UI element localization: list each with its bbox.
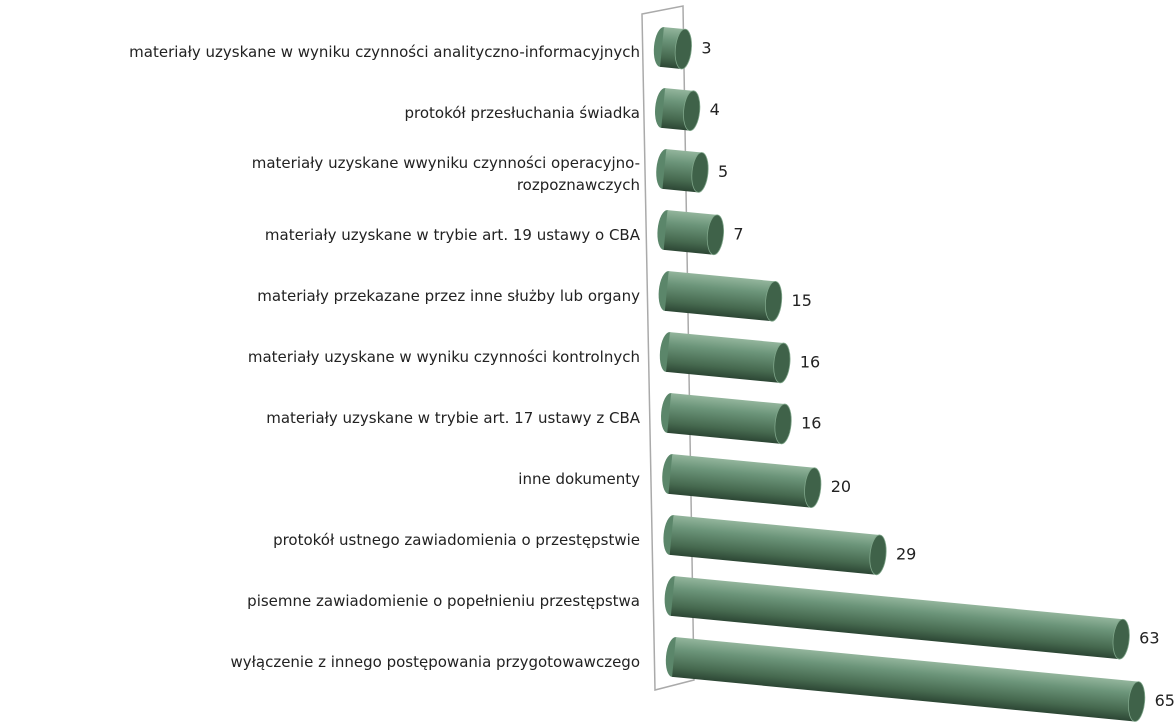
bar-end-cap: [1128, 681, 1146, 722]
category-label: wyłączenie z innego postępowania przygot…: [230, 653, 640, 671]
bar-group: [653, 27, 692, 70]
bar-end-cap: [869, 534, 887, 576]
bar-end-cap: [764, 280, 783, 322]
category-label: materiały uzyskane w wyniku czynności ko…: [247, 348, 640, 366]
bar-end-cap: [683, 90, 701, 132]
category-label: materiały uzyskane w trybie art. 17 usta…: [266, 409, 640, 427]
bar-end-cap: [706, 214, 725, 256]
bar: [668, 454, 815, 508]
wall: [641, 5, 695, 691]
bar: [666, 332, 784, 383]
bar: [670, 576, 1124, 660]
bar-group: [659, 332, 791, 384]
value-label: 15: [792, 291, 812, 310]
bar: [669, 515, 880, 575]
bar-end-cap: [773, 342, 791, 384]
bar-end-cap: [774, 403, 792, 445]
value-label: 16: [801, 413, 821, 432]
value-label: 4: [710, 100, 720, 119]
bar-group: [656, 149, 709, 193]
category-label: materiały uzyskane w wyniku czynności an…: [129, 43, 640, 61]
value-label: 7: [733, 224, 743, 243]
category-label: materiały przekazane przez inne służby l…: [257, 287, 640, 305]
category-label: materiały uzyskane w trybie art. 19 usta…: [264, 226, 640, 244]
value-label: 16: [800, 352, 820, 371]
bar-end-cap: [1112, 618, 1130, 660]
bar: [663, 210, 718, 255]
value-label: 3: [701, 39, 711, 58]
value-label: 65: [1155, 691, 1174, 710]
value-label: 20: [831, 477, 851, 496]
category-label: protokół przesłuchania świadka: [404, 104, 641, 122]
bar: [667, 393, 785, 444]
bar-group: [658, 271, 783, 322]
bar-group: [657, 210, 725, 256]
bar-group: [663, 515, 887, 576]
bar-end-cap: [804, 467, 822, 509]
category-label: materiały uzyskane wwyniku czynności ope…: [251, 154, 640, 194]
value-label: 5: [718, 162, 728, 181]
bar: [664, 271, 776, 322]
category-label: protokół ustnego zawiadomienia o przestę…: [273, 531, 640, 549]
bar-group: [662, 454, 822, 509]
category-label: inne dokumenty: [518, 470, 640, 488]
bar-group: [655, 88, 701, 132]
bar-group: [661, 393, 792, 445]
bar-group: [665, 637, 1146, 722]
bar-end-cap: [691, 152, 709, 193]
category-label: pisemne zawiadomienie o popełnieniu prze…: [247, 592, 640, 610]
bar-group: [664, 576, 1130, 660]
value-label: 63: [1139, 629, 1159, 648]
value-label: 29: [896, 544, 916, 563]
bar: [672, 637, 1139, 722]
bar-end-cap: [674, 28, 692, 70]
